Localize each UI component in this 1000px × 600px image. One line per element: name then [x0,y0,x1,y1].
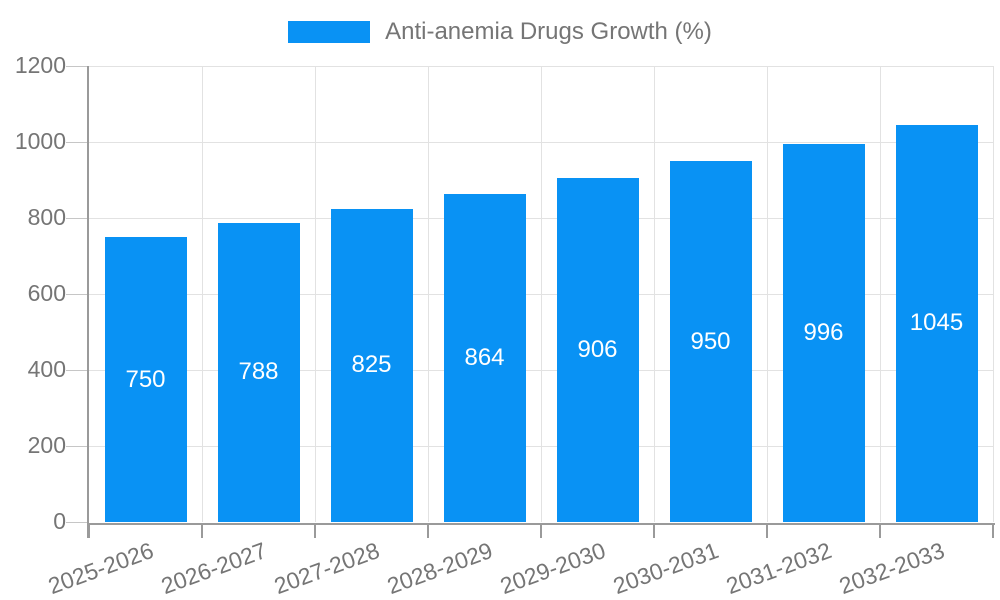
x-axis-label: 2032-2033 [835,537,948,600]
y-axis-tick [66,445,88,447]
y-axis-tick [66,369,88,371]
bar[interactable]: 950 [669,161,752,522]
bar[interactable]: 906 [556,177,639,522]
bar-value-label: 1045 [909,309,964,337]
bar[interactable]: 788 [217,222,300,522]
v-gridline [540,66,542,522]
y-axis-label: 600 [27,279,66,306]
bar-value-label: 825 [351,351,392,379]
y-axis-label: 200 [27,431,66,458]
x-axis-tick [200,523,203,538]
v-gridline [879,66,881,522]
y-axis-label: 1000 [14,127,66,154]
v-gridline [992,66,994,522]
x-axis-tick [991,523,994,538]
y-axis-tick [66,141,88,143]
chart-legend[interactable]: Anti-anemia Drugs Growth (%) [0,19,1000,45]
y-axis-label: 1200 [14,51,66,78]
y-axis-label: 0 [53,507,66,534]
bar[interactable]: 864 [443,193,526,522]
v-gridline [653,66,655,522]
x-axis-tick [652,523,655,538]
y-axis-label: 400 [27,355,66,382]
v-gridline [314,66,316,522]
y-axis-line [87,66,89,538]
bar-value-label: 750 [125,365,166,393]
x-axis-label: 2026-2027 [157,537,270,600]
x-axis-tick [539,523,542,538]
x-axis-label: 2030-2031 [609,537,722,600]
legend-swatch [288,21,371,43]
y-axis-label: 800 [27,203,66,230]
x-axis-tick [878,523,881,538]
bar-value-label: 996 [803,318,844,346]
v-gridline [766,66,768,522]
x-axis-tick [313,523,316,538]
y-axis-tick [66,293,88,295]
x-axis-line [87,522,995,525]
bar-value-label: 906 [577,335,618,363]
bar[interactable]: 1045 [895,124,978,522]
x-axis-label: 2027-2028 [270,537,383,600]
bar-value-label: 864 [464,343,505,371]
x-axis-label: 2031-2032 [722,537,835,600]
x-axis-label: 2025-2026 [44,537,157,600]
bar[interactable]: 825 [330,208,413,522]
legend-label: Anti-anemia Drugs Growth (%) [385,18,712,45]
bar[interactable]: 996 [782,143,865,522]
x-axis-label: 2028-2029 [383,537,496,600]
y-axis-tick [66,521,88,523]
bar-value-label: 950 [690,327,731,355]
v-gridline [427,66,429,522]
x-axis-tick [765,523,768,538]
y-axis-tick [66,65,88,67]
bar-value-label: 788 [238,358,279,386]
x-axis-label: 2029-2030 [496,537,609,600]
bar[interactable]: 750 [104,237,187,522]
v-gridline [201,66,203,522]
x-axis-tick [426,523,429,538]
y-axis-tick [66,217,88,219]
